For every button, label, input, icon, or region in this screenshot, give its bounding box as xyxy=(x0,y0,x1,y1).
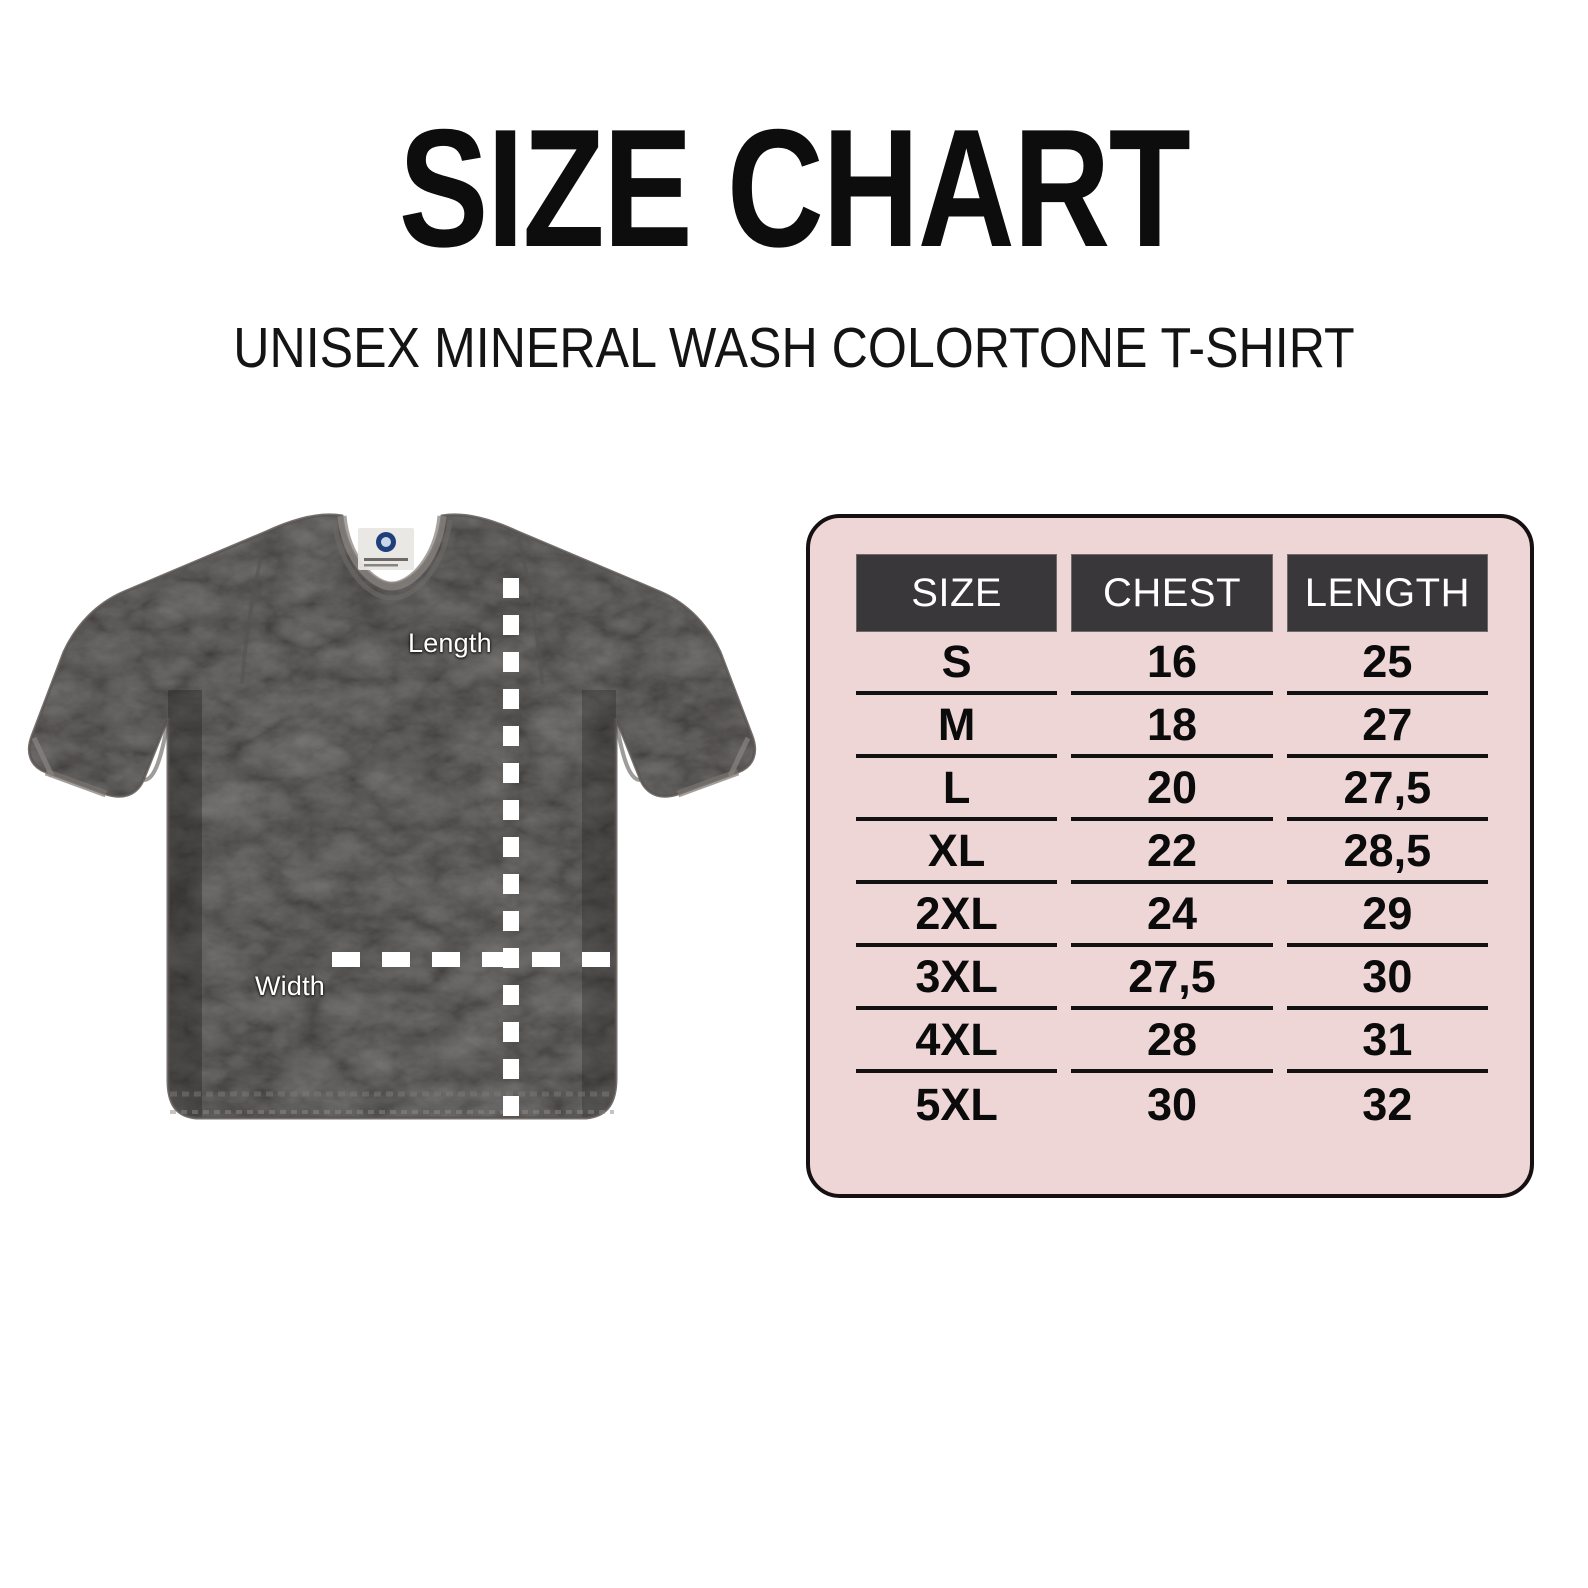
cell-size: XL xyxy=(856,821,1058,884)
page-subtitle: UNISEX MINERAL WASH COLORTONE T-SHIRT xyxy=(233,316,1355,380)
table-row: XL 22 28,5 xyxy=(856,821,1488,884)
cell-chest: 16 xyxy=(1071,632,1273,695)
table-row: 4XL 28 31 xyxy=(856,1010,1488,1073)
cell-chest: 27,5 xyxy=(1071,947,1273,1010)
cell-size: 3XL xyxy=(856,947,1058,1010)
cell-length: 25 xyxy=(1286,632,1488,695)
table-row: M 18 27 xyxy=(856,695,1488,758)
table-header-row: SIZE CHEST LENGTH xyxy=(856,554,1488,632)
size-table-head: SIZE CHEST LENGTH xyxy=(856,554,1488,632)
length-guide-line xyxy=(503,578,519,1166)
cell-chest: 18 xyxy=(1071,695,1273,758)
cell-length: 32 xyxy=(1362,1079,1413,1130)
cell-length: 27 xyxy=(1286,695,1488,758)
cell-length: 31 xyxy=(1286,1010,1488,1073)
cell-chest: 28 xyxy=(1071,1010,1273,1073)
size-table-card: SIZE CHEST LENGTH S 16 25 M 18 27 L 20 2… xyxy=(806,514,1534,1198)
table-row: S 16 25 xyxy=(856,632,1488,695)
cell-chest: 20 xyxy=(1071,758,1273,821)
length-label: Length xyxy=(408,628,492,658)
cell-size: M xyxy=(856,695,1058,758)
cell-size: L xyxy=(856,758,1058,821)
cell-chest: 30 xyxy=(1146,1079,1198,1130)
t-shirt-graphic xyxy=(27,513,757,1120)
size-table: SIZE CHEST LENGTH S 16 25 M 18 27 L 20 2… xyxy=(842,554,1502,1136)
brand-label-icon xyxy=(358,528,414,570)
cell-chest: 24 xyxy=(1071,884,1273,947)
column-header-size: SIZE xyxy=(856,554,1058,632)
cell-size: 4XL xyxy=(856,1010,1058,1073)
cell-length: 29 xyxy=(1286,884,1488,947)
column-header-chest: CHEST xyxy=(1071,554,1273,632)
cell-length: 30 xyxy=(1286,947,1488,1010)
page-title: SIZE CHART xyxy=(398,94,1191,282)
cell-size: S xyxy=(856,632,1058,695)
t-shirt-illustration: Length Width xyxy=(20,480,1276,1220)
size-table-body: S 16 25 M 18 27 L 20 27,5 XL 22 28,5 2XL xyxy=(856,632,1488,1136)
cell-chest: 22 xyxy=(1071,821,1273,884)
table-row: L 20 27,5 xyxy=(856,758,1488,821)
table-row: 5XL 30 32 xyxy=(856,1073,1488,1136)
table-row: 3XL 27,5 30 xyxy=(856,947,1488,1010)
width-label: Width xyxy=(255,971,326,1001)
column-header-length: LENGTH xyxy=(1286,554,1488,632)
cell-size: 2XL xyxy=(856,884,1058,947)
cell-length: 28,5 xyxy=(1286,821,1488,884)
cell-length: 27,5 xyxy=(1286,758,1488,821)
table-row: 2XL 24 29 xyxy=(856,884,1488,947)
cell-size: 5XL xyxy=(915,1079,998,1130)
